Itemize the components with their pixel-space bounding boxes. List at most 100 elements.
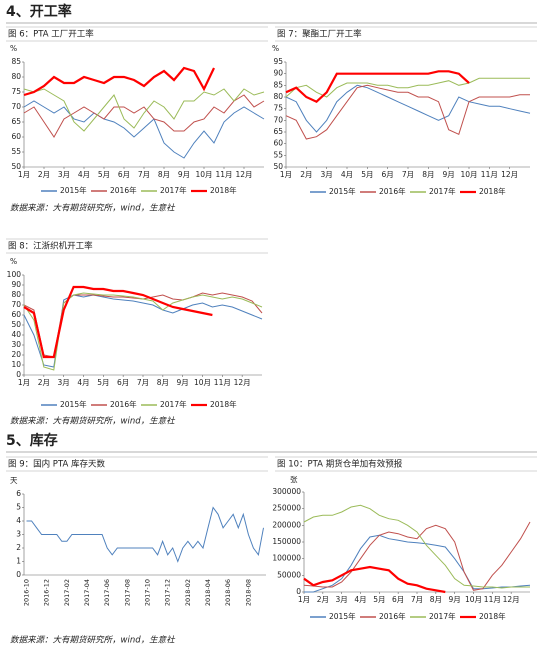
legend-label: 2017年 — [429, 186, 456, 196]
series-line — [23, 88, 265, 132]
y-tick-label: 30 — [11, 340, 21, 349]
legend-label: 2016年 — [110, 185, 137, 195]
y-axis-label: 张 — [290, 475, 298, 484]
x-tick-label: 5月 — [98, 170, 110, 179]
x-tick-label: 2月 — [38, 170, 50, 179]
y-tick-label: 5 — [16, 503, 21, 512]
y-tick-label: 75 — [11, 87, 21, 96]
y-tick-label: 300000 — [272, 487, 301, 496]
x-tick-label: 2017-10 — [144, 579, 152, 606]
x-tick-label: 11月 — [215, 170, 232, 179]
x-tick-label: 9月 — [443, 170, 455, 179]
figure-title: 图 8：江浙织机开工率 — [8, 241, 93, 252]
y-tick-label: 85 — [273, 80, 283, 89]
x-tick-label: 4月 — [354, 595, 366, 604]
y-tick-label: 50 — [11, 162, 21, 171]
series-line — [23, 292, 263, 371]
y-tick-label: 6 — [16, 489, 21, 498]
series-line — [23, 294, 263, 368]
x-tick-label: 12月 — [235, 170, 252, 179]
legend-label: 2017年 — [429, 611, 456, 621]
y-tick-label: 1 — [16, 557, 21, 566]
figure-title: 图 10：PTA 期货仓单加有效预报 — [277, 459, 403, 470]
y-tick-label: 20 — [11, 350, 21, 359]
source: 数据来源：大有期货研究所，wind，生意社 — [10, 416, 176, 427]
y-tick-label: 150000 — [272, 537, 301, 546]
y-axis-label: % — [10, 257, 17, 266]
x-tick-label: 1月 — [18, 378, 30, 387]
y-tick-label: 70 — [11, 102, 21, 111]
x-tick-label: 3月 — [58, 378, 70, 387]
y-axis-label: % — [10, 44, 17, 53]
x-tick-label: 9月 — [177, 378, 189, 387]
y-tick-label: 70 — [11, 300, 21, 309]
series-line — [285, 84, 530, 140]
x-tick-label: 1月 — [298, 595, 310, 604]
series-line — [23, 66, 215, 97]
x-tick-label: 7月 — [402, 170, 414, 179]
x-tick-label: 1月 — [18, 170, 30, 179]
y-tick-label: 50 — [273, 162, 283, 171]
x-tick-label: 12月 — [501, 170, 518, 179]
y-tick-label: 0 — [16, 370, 21, 379]
y-tick-label: 65 — [11, 117, 21, 126]
x-tick-label: 3月 — [321, 170, 333, 179]
series-line — [285, 70, 470, 104]
x-tick-label: 5月 — [97, 378, 109, 387]
x-tick-label: 2月 — [38, 378, 50, 387]
y-tick-label: 0 — [296, 587, 301, 596]
x-tick-label: 2017-08 — [123, 579, 131, 606]
x-tick-label: 12月 — [234, 378, 251, 387]
y-tick-label: 40 — [11, 330, 21, 339]
legend-label: 2015年 — [60, 399, 87, 409]
x-tick-label: 2016-12 — [43, 579, 51, 606]
x-tick-label: 5月 — [373, 595, 385, 604]
y-tick-label: 3 — [16, 530, 21, 539]
legend-label: 2015年 — [60, 185, 87, 195]
series-line — [303, 504, 530, 589]
y-tick-label: 200000 — [272, 520, 301, 529]
x-tick-label: 10月 — [195, 170, 212, 179]
y-tick-label: 70 — [273, 115, 283, 124]
x-tick-label: 11月 — [484, 595, 501, 604]
legend-label: 2018年 — [210, 185, 237, 195]
x-tick-label: 2018-08 — [244, 579, 252, 606]
x-tick-label: 4月 — [78, 170, 90, 179]
x-tick-label: 3月 — [336, 595, 348, 604]
x-tick-label: 8月 — [422, 170, 434, 179]
y-tick-label: 60 — [11, 132, 21, 141]
x-tick-label: 2017-02 — [63, 579, 71, 606]
y-tick-label: 90 — [11, 280, 21, 289]
x-tick-label: 8月 — [158, 170, 170, 179]
x-tick-label: 2017-12 — [164, 579, 172, 606]
y-tick-label: 65 — [273, 127, 283, 136]
x-tick-label: 3月 — [58, 170, 70, 179]
x-tick-label: 8月 — [430, 595, 442, 604]
y-tick-label: 80 — [273, 92, 283, 101]
y-tick-label: 0 — [16, 570, 21, 579]
y-tick-label: 10 — [11, 360, 21, 369]
y-tick-label: 90 — [273, 69, 283, 78]
x-tick-label: 10月 — [460, 170, 477, 179]
x-tick-label: 2018-06 — [224, 579, 232, 606]
x-tick-label: 6月 — [392, 595, 404, 604]
y-tick-label: 50 — [11, 320, 21, 329]
y-tick-label: 4 — [16, 516, 21, 525]
legend-label: 2015年 — [329, 611, 356, 621]
section-heading: 4、开工率 — [6, 3, 72, 20]
legend-label: 2015年 — [329, 186, 356, 196]
y-tick-label: 75 — [273, 104, 283, 113]
series-line — [303, 521, 531, 591]
x-tick-label: 2017-04 — [83, 579, 91, 606]
x-tick-label: 2018-04 — [204, 579, 212, 606]
legend-label: 2016年 — [379, 186, 406, 196]
x-tick-label: 1月 — [280, 170, 292, 179]
y-axis-label: % — [272, 44, 279, 53]
x-tick-label: 2017-06 — [103, 579, 111, 606]
x-tick-label: 2月 — [300, 170, 312, 179]
series-line — [304, 534, 531, 593]
x-tick-label: 4月 — [77, 378, 89, 387]
x-tick-label: 12月 — [503, 595, 520, 604]
legend-label: 2018年 — [479, 186, 506, 196]
